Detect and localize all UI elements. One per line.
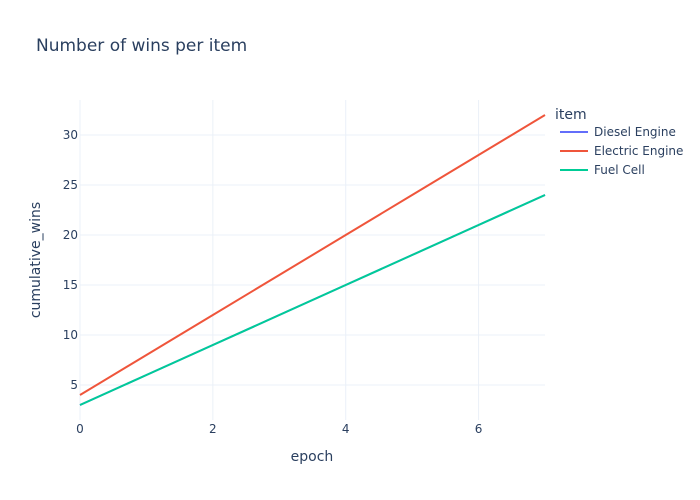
tick-layer: 5 10 15 20 25 30 0 2 4 6 [63, 128, 483, 436]
series-line-fuel-cell[interactable] [79, 194, 546, 406]
y-axis-label: cumulative_wins [28, 202, 44, 318]
legend-label: Fuel Cell [594, 163, 645, 177]
x-tick-label: 6 [475, 422, 483, 436]
x-tick-label: 0 [76, 422, 84, 436]
x-axis-label: epoch [291, 449, 334, 465]
series-line-electric-engine[interactable] [79, 114, 546, 396]
y-tick-label: 15 [63, 278, 78, 292]
chart-title: Number of wins per item [36, 36, 247, 56]
y-tick-label: 25 [63, 178, 78, 192]
legend-item-electric-engine[interactable]: Electric Engine [560, 144, 683, 158]
y-tick-label: 30 [63, 128, 78, 142]
legend-item-fuel-cell[interactable]: Fuel Cell [560, 163, 645, 177]
legend-label: Electric Engine [594, 144, 683, 158]
y-tick-label: 20 [63, 228, 78, 242]
legend-title: item [555, 107, 587, 123]
series-layer [79, 114, 546, 406]
legend-label: Diesel Engine [594, 125, 676, 139]
legend-item-diesel-engine[interactable]: Diesel Engine [560, 125, 676, 139]
x-tick-label: 4 [342, 422, 350, 436]
y-tick-label: 10 [63, 328, 78, 342]
y-tick-label: 5 [70, 378, 78, 392]
legend[interactable]: item Diesel Engine Electric Engine Fuel Ce… [555, 107, 683, 177]
x-tick-label: 2 [209, 422, 217, 436]
legend-items[interactable]: Diesel Engine Electric Engine Fuel Cell [560, 125, 683, 177]
grid-layer [79, 100, 545, 420]
